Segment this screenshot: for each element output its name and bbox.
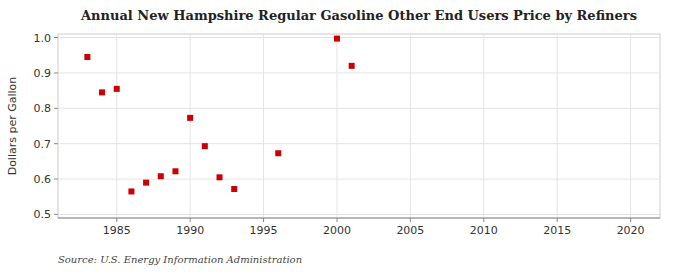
point — [114, 86, 120, 92]
x-tick — [263, 218, 264, 222]
point — [172, 168, 178, 174]
x-tick-label: 2010 — [470, 224, 498, 237]
plot-frame — [58, 34, 660, 218]
x-grid-line — [410, 34, 411, 218]
y-tick — [54, 72, 58, 73]
points — [84, 36, 354, 195]
y-grid-line — [58, 37, 660, 38]
x-tick-label: 1985 — [103, 224, 131, 237]
x-grid-line — [483, 34, 484, 218]
point — [202, 143, 208, 149]
y-grid-line — [58, 108, 660, 109]
x-tick-label: 2000 — [323, 224, 351, 237]
y-tick — [54, 214, 58, 215]
y-tick — [54, 179, 58, 180]
chart-svg: 1985 1990 1995 2000 2005 2010 2015 2020 0.5 0.6 0.… — [0, 0, 675, 275]
y-tick-label: 0.5 — [34, 208, 52, 221]
point — [217, 174, 223, 180]
y-tick-label: 0.7 — [34, 138, 52, 151]
x-tick — [630, 218, 631, 222]
y-tick — [54, 108, 58, 109]
x-tick-label: 2005 — [396, 224, 424, 237]
x-tick — [557, 218, 558, 222]
y-axis-label: Dollars per Gallon — [6, 77, 19, 176]
point — [231, 186, 237, 192]
x-grid-line — [116, 34, 117, 218]
grid — [58, 34, 660, 218]
y-grid-line — [58, 179, 660, 180]
x-tick — [336, 218, 337, 222]
y-tick-label: 0.9 — [34, 67, 52, 80]
x-axis-line — [58, 218, 660, 219]
y-tick-label: 0.6 — [34, 173, 52, 186]
x-tick-label: 1990 — [176, 224, 204, 237]
x-tick-label: 1995 — [250, 224, 278, 237]
x-tick — [116, 218, 117, 222]
y-tick-label: 0.8 — [34, 102, 52, 115]
point — [99, 89, 105, 95]
x-tick — [190, 218, 191, 222]
point — [84, 54, 90, 60]
chart-container: 1985 1990 1995 2000 2005 2010 2015 2020 0.5 0.6 0.… — [0, 0, 675, 275]
point — [334, 36, 340, 42]
title: Annual New Hampshire Regular Gasoline Ot… — [80, 8, 637, 23]
x-tick-label: 2015 — [543, 224, 571, 237]
point — [349, 63, 355, 69]
y-tick-label: 1.0 — [34, 32, 52, 45]
x-grid-line — [630, 34, 631, 218]
x-tick — [483, 218, 484, 222]
y-grid-line — [58, 143, 660, 144]
source-note: Source: U.S. Energy Information Administ… — [58, 254, 302, 265]
x-grid-line — [190, 34, 191, 218]
point — [128, 188, 134, 194]
axes: 1985 1990 1995 2000 2005 2010 2015 2020 0.5 0.6 0.… — [34, 32, 661, 237]
point — [187, 115, 193, 121]
y-tick — [54, 37, 58, 38]
x-tick-label: 2020 — [617, 224, 645, 237]
point — [158, 173, 164, 179]
x-grid-line — [557, 34, 558, 218]
x-grid-line — [336, 34, 337, 218]
y-grid-line — [58, 214, 660, 215]
y-tick — [54, 143, 58, 144]
point — [275, 150, 281, 156]
point — [143, 180, 149, 186]
y-grid-line — [58, 72, 660, 73]
x-tick — [410, 218, 411, 222]
x-grid-line — [263, 34, 264, 218]
